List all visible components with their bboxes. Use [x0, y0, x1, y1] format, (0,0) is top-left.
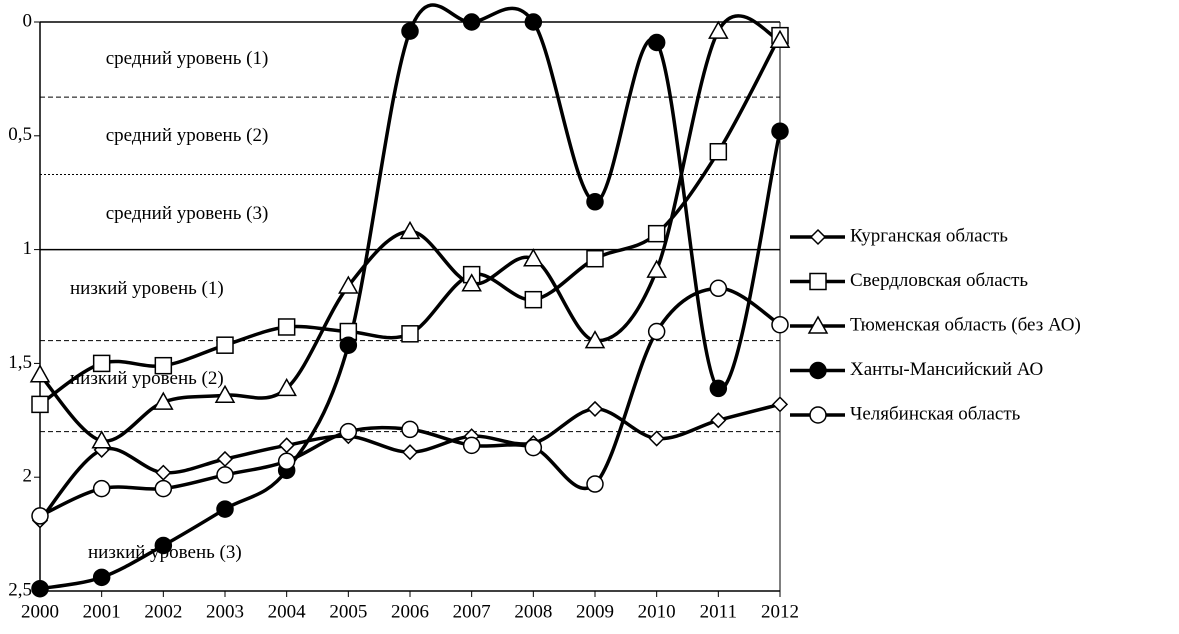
legend-marker [809, 361, 827, 380]
marker [216, 466, 234, 484]
legend-marker [809, 272, 827, 291]
marker [31, 395, 49, 414]
zone-label: низкий уровень (1) [70, 278, 224, 299]
marker [277, 318, 296, 336]
series-line [39, 286, 781, 518]
marker [648, 430, 665, 447]
marker [278, 437, 295, 454]
marker [524, 438, 543, 457]
marker [462, 13, 481, 31]
zone-label: средний уровень (3) [105, 203, 269, 224]
marker [401, 444, 419, 461]
marker [523, 248, 544, 267]
legend-label: Челябинская область [850, 403, 1021, 424]
marker [29, 364, 51, 383]
marker [216, 336, 234, 354]
marker [401, 22, 419, 40]
marker [708, 20, 729, 39]
legend-label: Свердловская область [850, 270, 1028, 291]
legend-marker [809, 228, 827, 246]
x-tick-label: 2010 [638, 601, 676, 622]
marker [155, 464, 172, 481]
marker [31, 507, 49, 525]
marker [401, 325, 419, 343]
y-tick-label: 2 [23, 466, 33, 487]
marker [401, 420, 419, 439]
zone-label: средний уровень (1) [105, 48, 269, 69]
marker [646, 259, 667, 278]
x-tick-label: 2002 [144, 601, 182, 622]
marker [524, 290, 543, 309]
marker [153, 391, 174, 410]
zone-label: средний уровень (2) [105, 125, 269, 146]
marker [586, 193, 604, 211]
marker [31, 579, 49, 598]
marker [216, 450, 234, 468]
zone-label: низкий уровень (3) [88, 542, 242, 563]
x-tick-label: 2004 [268, 601, 307, 622]
marker [154, 356, 173, 375]
legend-label: Тюменская область (без АО) [850, 314, 1081, 335]
legend-marker [809, 406, 827, 424]
marker [647, 224, 666, 243]
marker [154, 536, 173, 555]
x-tick-label: 2007 [453, 601, 491, 622]
legend-marker [807, 315, 829, 334]
x-tick-label: 2003 [206, 601, 244, 622]
legend-label: Ханты-Мансийский АО [850, 359, 1043, 380]
marker [91, 430, 112, 449]
x-tick-label: 2011 [700, 601, 737, 622]
x-tick-label: 2009 [576, 601, 614, 622]
marker [709, 379, 728, 398]
marker [214, 384, 236, 404]
marker [771, 315, 789, 334]
marker [647, 33, 666, 52]
y-tick-label: 1,5 [8, 352, 32, 373]
marker [771, 122, 789, 140]
marker [92, 354, 111, 373]
marker [769, 29, 791, 48]
marker [647, 322, 666, 341]
marker [339, 336, 358, 354]
y-tick-label: 0,5 [8, 124, 32, 145]
marker [338, 275, 359, 294]
x-tick-label: 2012 [761, 601, 799, 622]
marker [276, 377, 297, 397]
marker [399, 220, 421, 240]
marker [709, 142, 728, 161]
x-tick-label: 2000 [21, 601, 59, 622]
zone-label: низкий уровень (2) [70, 368, 224, 389]
x-tick-label: 2005 [329, 601, 367, 622]
marker [586, 475, 604, 493]
x-tick-label: 2008 [514, 601, 552, 622]
y-tick-label: 1 [23, 238, 33, 259]
y-tick-label: 2,5 [8, 579, 32, 600]
marker [710, 412, 727, 429]
marker [586, 400, 604, 417]
x-tick-label: 2006 [391, 601, 429, 622]
marker [709, 279, 728, 298]
marker [586, 249, 604, 268]
marker [339, 422, 358, 441]
marker [277, 452, 296, 471]
marker [524, 13, 543, 31]
y-tick-label: 0 [23, 10, 33, 31]
marker [92, 479, 111, 498]
marker [462, 436, 481, 455]
marker [584, 330, 606, 349]
legend-label: Курганская область [850, 225, 1008, 246]
marker [461, 273, 482, 292]
marker [771, 396, 789, 413]
marker [154, 479, 173, 498]
marker [216, 500, 234, 518]
marker [92, 568, 111, 587]
x-tick-label: 2001 [83, 601, 121, 622]
